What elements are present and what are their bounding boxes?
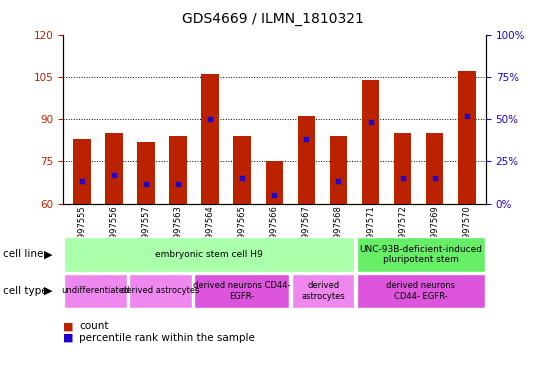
Bar <box>361 79 379 204</box>
Text: ▶: ▶ <box>44 286 52 296</box>
Text: derived neurons
CD44- EGFR-: derived neurons CD44- EGFR- <box>387 281 455 301</box>
Bar <box>138 142 155 204</box>
Bar <box>357 274 485 308</box>
Bar <box>201 74 219 204</box>
Point <box>142 181 151 187</box>
Point <box>334 178 343 184</box>
Point <box>366 119 375 125</box>
Bar <box>394 133 411 204</box>
Point <box>174 181 182 187</box>
Bar <box>330 136 347 204</box>
Text: embryonic stem cell H9: embryonic stem cell H9 <box>156 250 263 259</box>
Text: cell line: cell line <box>3 249 43 260</box>
Text: ▶: ▶ <box>44 249 52 260</box>
Point <box>206 116 215 122</box>
Text: ■: ■ <box>63 321 73 331</box>
Text: derived neurons CD44-
EGFR-: derived neurons CD44- EGFR- <box>193 281 290 301</box>
Bar <box>298 116 315 204</box>
Point <box>110 172 118 179</box>
Text: GDS4669 / ILMN_1810321: GDS4669 / ILMN_1810321 <box>182 12 364 25</box>
Bar <box>292 274 354 308</box>
Bar <box>426 133 443 204</box>
Text: derived
astrocytes: derived astrocytes <box>301 281 345 301</box>
Bar <box>169 136 187 204</box>
Text: count: count <box>79 321 109 331</box>
Text: derived astrocytes: derived astrocytes <box>121 286 200 295</box>
Point <box>78 178 86 184</box>
Bar <box>73 139 91 204</box>
Text: percentile rank within the sample: percentile rank within the sample <box>79 333 255 343</box>
Bar <box>234 136 251 204</box>
Point <box>430 175 439 181</box>
Point <box>270 192 279 198</box>
Bar <box>458 71 476 204</box>
Bar <box>64 237 354 271</box>
Bar <box>357 237 485 271</box>
Text: ■: ■ <box>63 333 73 343</box>
Text: undifferentiated: undifferentiated <box>61 286 129 295</box>
Bar <box>105 133 123 204</box>
Point <box>462 113 471 119</box>
Bar <box>64 274 127 308</box>
Point <box>238 175 247 181</box>
Text: cell type: cell type <box>3 286 48 296</box>
Point <box>302 136 311 142</box>
Bar <box>129 274 192 308</box>
Bar <box>265 161 283 204</box>
Point <box>398 175 407 181</box>
Text: UNC-93B-deficient-induced
pluripotent stem: UNC-93B-deficient-induced pluripotent st… <box>359 245 482 264</box>
Bar <box>194 274 289 308</box>
